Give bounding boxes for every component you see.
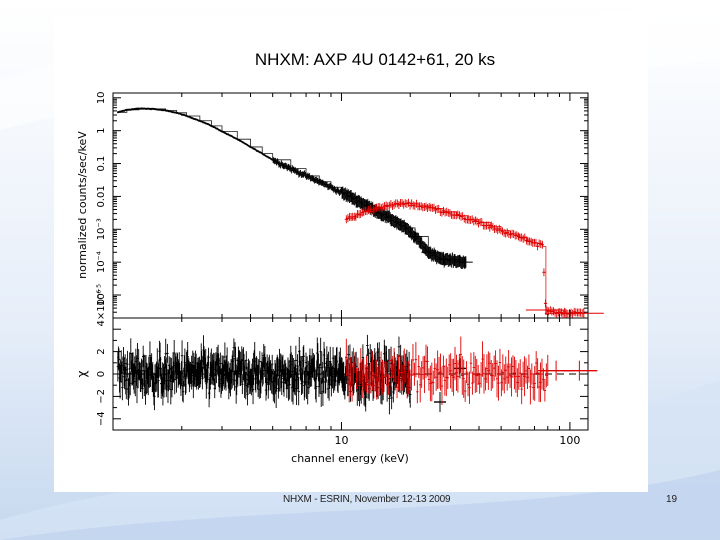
x-tick-label: 10 (334, 434, 348, 447)
y-tick-label: 10⁻³ (96, 218, 107, 240)
top-panel-frame (112, 92, 589, 319)
slide-footer: NHXM - ESRIN, November 12-13 2009 (283, 494, 451, 505)
model-line (117, 108, 467, 263)
y-tick-label: 10 (96, 91, 107, 104)
plot-panel (54, 16, 648, 492)
y-tick-label: 1 (96, 127, 107, 133)
top-y-axis-label: normalized counts/sec/keV (76, 131, 89, 279)
chart-title: NHXM: AXP 4U 0142+61, 20 ks (254, 50, 496, 69)
x-axis-label: channel energy (keV) (291, 452, 409, 465)
bottom-y-axis-label: χ (75, 370, 89, 377)
resid-tick-label: −2 (96, 389, 107, 404)
x-tick-label: 100 (559, 434, 580, 447)
resid-tick-label: 0 (96, 371, 107, 377)
model-line (346, 203, 584, 314)
y-tick-label: 0.01 (96, 185, 107, 207)
y-tick-label: 10⁻⁴ (96, 251, 107, 273)
resid-tick-label: 2 (96, 348, 107, 354)
page-number: 19 (666, 494, 678, 505)
resid-tick-label: −4 (96, 411, 107, 426)
y-tick-label: 4×10⁻⁶ (96, 290, 107, 327)
y-tick-label: 10⁻⁵ (96, 284, 107, 306)
y-tick-label: 0.1 (96, 156, 107, 172)
